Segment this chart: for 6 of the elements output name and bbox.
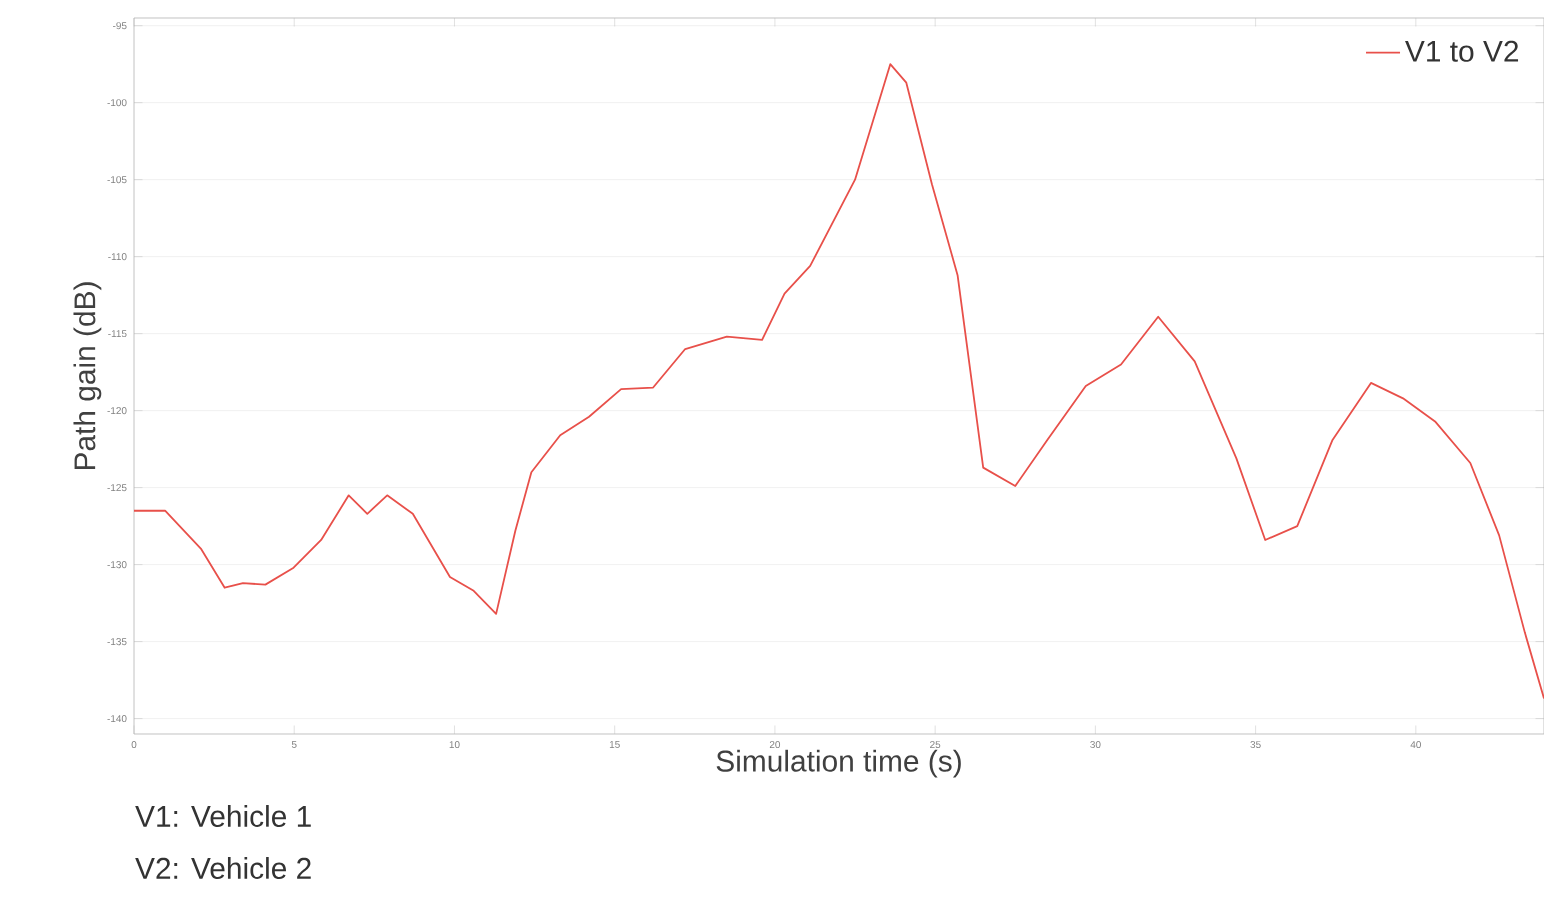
- text: V1: Vehicle 1: [135, 805, 311, 827]
- line-series: [134, 63, 1544, 700]
- x-axis-title: Simulation time (s): [716, 749, 961, 778]
- legend-label: V1 to V2: [1405, 40, 1519, 62]
- y-axis-title: Path gain (dB): [73, 282, 102, 470]
- text: V2: Vehicle 2: [135, 857, 311, 879]
